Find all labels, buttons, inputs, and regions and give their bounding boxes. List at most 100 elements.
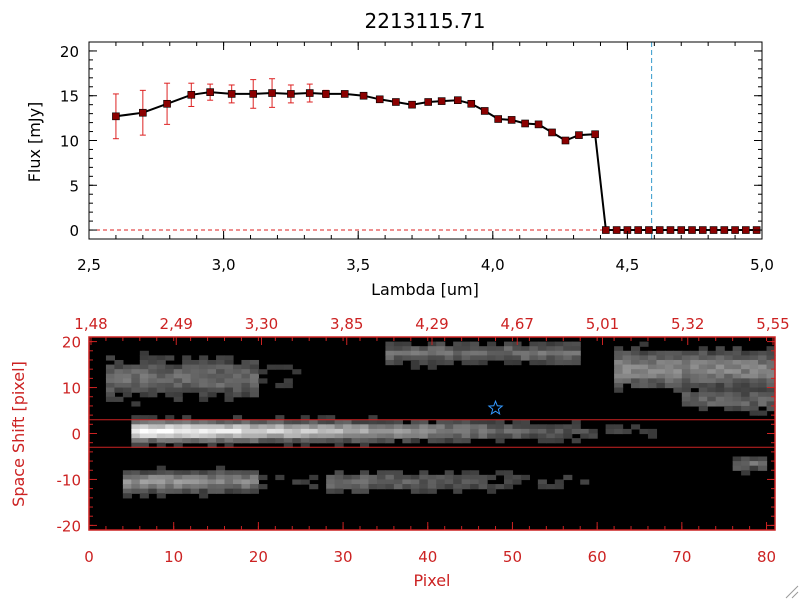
x-tick-label: 30 [334, 548, 353, 566]
flux-data-point [645, 226, 653, 234]
image-pixel [182, 387, 192, 393]
image-pixel [487, 488, 497, 494]
image-pixel [656, 373, 666, 379]
image-pixel [749, 401, 759, 407]
image-pixel [402, 474, 412, 481]
image-pixel [385, 350, 395, 356]
image-pixel [241, 359, 251, 366]
image-pixel [478, 474, 488, 481]
image-pixel [410, 488, 420, 494]
image-pixel [326, 484, 336, 490]
image-pixel [470, 359, 480, 366]
flux-data-point [424, 98, 432, 106]
image-pixel [495, 350, 505, 356]
flux-data-point [437, 97, 446, 105]
image-pixel [165, 392, 175, 398]
y-tick-label: 20 [62, 334, 81, 352]
image-pixel [114, 373, 124, 379]
image-pixel [317, 433, 327, 439]
image-pixel [232, 484, 243, 490]
image-pixel [503, 484, 514, 490]
image-pixel [681, 350, 691, 356]
image-pixel [343, 433, 353, 439]
image-pixel [368, 433, 378, 439]
image-pixel [758, 456, 768, 462]
image-pixel [614, 364, 624, 370]
image-pixel [546, 341, 556, 347]
image-y-label: Space Shift [pixel] [9, 361, 28, 507]
image-pixel [453, 350, 463, 356]
image-pixel [156, 493, 166, 499]
image-pixel [436, 346, 446, 352]
image-pixel [326, 419, 336, 425]
image-pixel [681, 378, 691, 384]
image-pixel [749, 359, 759, 366]
image-pixel [165, 484, 175, 490]
image-pixel [165, 428, 175, 435]
image-pixel [647, 382, 658, 389]
image-pixel [122, 488, 132, 494]
image-pixel [546, 484, 556, 490]
image-pixel [182, 438, 192, 444]
image-pixel [749, 410, 759, 416]
image-pixel [537, 479, 547, 485]
image-pixel [487, 474, 497, 481]
x-tick-label: 0 [84, 548, 94, 566]
image-pixel [173, 433, 183, 439]
image-pixel [571, 350, 581, 356]
image-pixel [444, 479, 454, 485]
image-panel: 0 10 20 30 40 50 60 70 80 1,48 2,49 3,30 3,85 4,29 4,6… [9, 315, 790, 590]
image-pixel [309, 428, 319, 435]
image-pixel [580, 433, 590, 439]
image-pixel [317, 415, 327, 421]
image-pixel [182, 359, 192, 366]
image-pixel [495, 419, 505, 425]
image-pixel [165, 364, 175, 370]
image-pixel [673, 350, 683, 356]
image-pixel [520, 350, 530, 356]
image-pixel [249, 479, 259, 485]
flux-data-point [467, 99, 476, 108]
image-pixel [546, 433, 556, 439]
image-pixel [139, 419, 149, 425]
image-pixel [114, 359, 124, 366]
image-pixel [199, 387, 209, 393]
image-pixel [724, 387, 734, 393]
image-pixel [749, 369, 759, 375]
image-pixel [148, 364, 158, 370]
image-pixel [334, 438, 344, 444]
image-pixel [283, 378, 293, 384]
image-pixel [503, 479, 514, 485]
image-pixel [724, 359, 734, 366]
image-pixel [656, 382, 666, 389]
image-pixel [385, 484, 395, 490]
image-pixel [190, 419, 200, 425]
image-pixel [707, 382, 717, 389]
image-pixel [199, 359, 209, 366]
image-pixel [749, 456, 759, 462]
image-pixel [503, 341, 514, 347]
image-pixel [122, 369, 132, 375]
image-pixel [232, 488, 243, 494]
image-pixel [639, 382, 649, 389]
image-pixel [156, 369, 166, 375]
image-pixel [343, 474, 353, 481]
image-pixel [165, 382, 175, 389]
image-pixel [139, 479, 149, 485]
image-pixel [537, 346, 547, 352]
image-pixel [427, 350, 437, 356]
image-pixel [326, 488, 336, 494]
image-pixel [673, 355, 683, 361]
image-pixel [410, 424, 420, 430]
image-pixel [427, 359, 437, 366]
image-pixel [436, 479, 446, 485]
image-pixel [563, 424, 573, 430]
image-pixel [258, 424, 268, 430]
image-pixel [503, 355, 514, 361]
image-pixel [393, 470, 403, 476]
image-pixel [571, 428, 581, 435]
flux-data-point [612, 226, 621, 234]
image-pixel [385, 474, 395, 481]
resize-grip-icon[interactable] [785, 585, 799, 599]
image-pixel [283, 382, 293, 389]
